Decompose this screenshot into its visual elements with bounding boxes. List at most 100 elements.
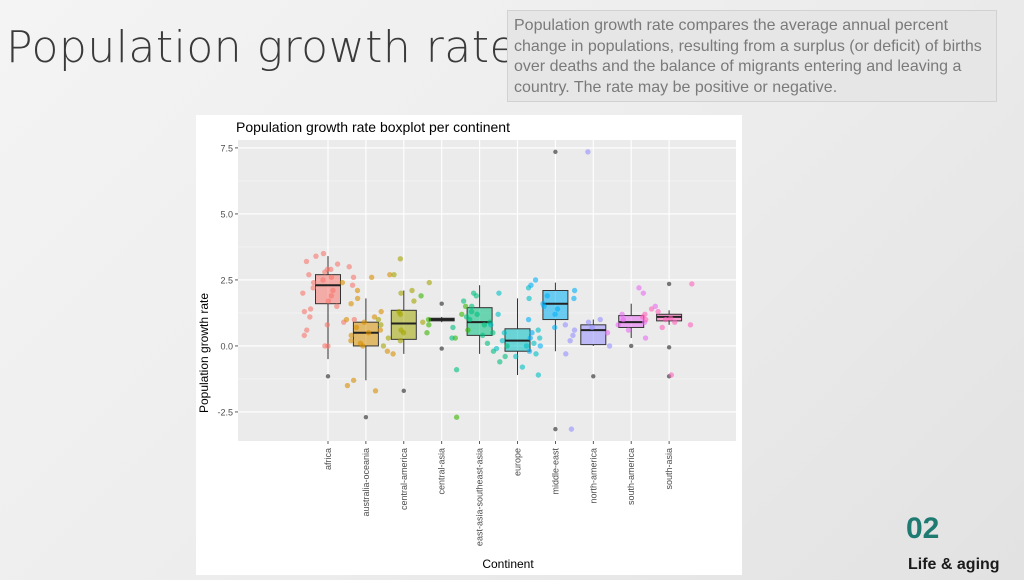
box-europe (504, 298, 531, 375)
data-point (306, 271, 312, 278)
data-point (354, 287, 361, 294)
data-point (652, 303, 658, 310)
data-point (350, 274, 357, 280)
data-point (513, 353, 519, 360)
chart-title: Population growth rate boxplot per conti… (236, 119, 510, 135)
outlier-point (591, 374, 596, 379)
data-point (351, 316, 358, 323)
data-point (479, 332, 486, 339)
data-point (604, 330, 611, 336)
data-point (597, 316, 603, 323)
data-point (615, 322, 621, 328)
data-point (330, 287, 336, 294)
data-point (659, 324, 665, 331)
data-point (531, 340, 537, 347)
data-point (453, 367, 460, 373)
data-point (320, 250, 327, 257)
data-point (384, 348, 391, 354)
y-tick-label: 7.5 (220, 143, 233, 153)
data-point (339, 279, 346, 286)
data-point (465, 327, 471, 333)
y-tick-label: 5.0 (220, 209, 233, 219)
data-point (502, 353, 508, 360)
outlier-point (439, 301, 444, 306)
data-point (655, 308, 661, 315)
data-point (377, 327, 384, 333)
description-box: Population growth rate compares the aver… (507, 10, 997, 102)
data-point (585, 319, 592, 325)
data-point (390, 351, 396, 357)
data-point (529, 330, 535, 336)
chart-panel: -2.5 0.0 2.5 5.0 7.5 africa australia-oceania c… (196, 115, 742, 575)
jitter-australia-oceania (339, 271, 396, 394)
data-point (687, 322, 694, 328)
data-point (532, 277, 539, 283)
data-point (625, 327, 632, 333)
data-point (420, 319, 426, 325)
data-point (570, 332, 576, 339)
data-point (357, 340, 364, 347)
data-point (343, 316, 350, 323)
data-point (328, 293, 335, 299)
data-point (563, 351, 569, 357)
data-point (322, 269, 328, 275)
data-point (504, 343, 510, 349)
outlier-point (666, 345, 672, 350)
slide-title: Population growth rate (6, 22, 518, 73)
x-tick-label-south-america: south-america (626, 448, 636, 505)
x-tick-label-central-america: central-america (399, 448, 409, 510)
data-point (554, 306, 561, 312)
data-point (474, 311, 480, 317)
data-point (672, 319, 678, 325)
data-point (562, 322, 569, 328)
data-point (425, 316, 432, 323)
data-point (585, 149, 591, 155)
data-point (535, 327, 541, 333)
data-point (469, 303, 475, 310)
data-point (450, 324, 456, 331)
data-point (640, 290, 647, 296)
data-point (468, 308, 475, 315)
data-point (426, 279, 432, 286)
data-point (527, 335, 534, 341)
data-point (346, 264, 352, 270)
data-point (526, 348, 533, 354)
data-point (689, 281, 695, 287)
x-tick-label-east-asia-southeast-asia: east-asia-southeast-asia (475, 448, 485, 546)
data-point (313, 253, 319, 259)
data-point (606, 343, 613, 349)
data-point (571, 295, 577, 302)
data-point (371, 314, 378, 320)
jitter-africa (300, 250, 358, 349)
data-point (303, 258, 310, 265)
data-point (525, 316, 532, 323)
data-point (571, 287, 578, 294)
data-point (648, 306, 655, 312)
data-point (535, 372, 542, 378)
data-point (620, 316, 627, 323)
data-point (668, 372, 675, 378)
data-point (380, 343, 387, 349)
data-point (375, 316, 382, 323)
jitter-south-asia (640, 281, 695, 378)
outlier-point (666, 281, 672, 287)
data-point (484, 340, 491, 347)
data-point (481, 322, 488, 328)
data-point (537, 343, 543, 349)
data-point (528, 282, 534, 288)
data-point (496, 290, 502, 296)
outlier-point (629, 343, 634, 349)
data-point (424, 330, 430, 336)
data-point (325, 298, 332, 304)
data-point (307, 306, 314, 312)
data-point (640, 314, 646, 320)
data-point (663, 316, 669, 323)
data-point (353, 324, 360, 331)
data-point (523, 343, 530, 349)
outlier-point (553, 426, 558, 432)
plot-area: -2.5 0.0 2.5 5.0 7.5 africa australia-oceania c… (217, 140, 736, 546)
data-point (488, 322, 494, 328)
data-point (453, 414, 460, 420)
x-tick-label-australia-oceania: australia-oceania (361, 448, 371, 517)
jitter-middle-east (525, 277, 578, 354)
